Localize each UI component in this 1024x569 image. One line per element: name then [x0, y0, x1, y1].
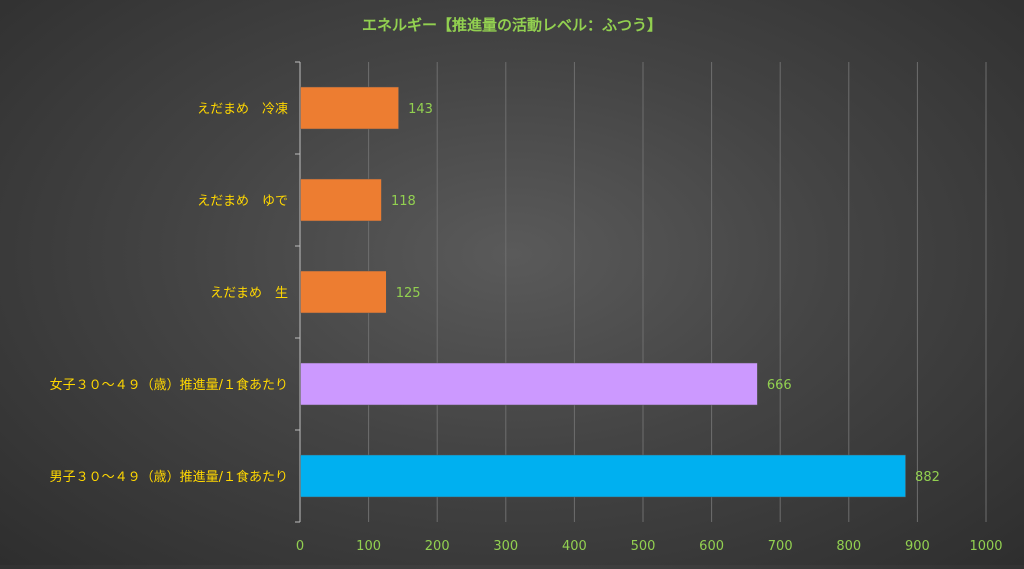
data-label: 882: [915, 470, 940, 485]
chart-title: エネルギー【推進量の活動レベル：ふつう】: [362, 16, 662, 34]
category-label: 男子３０～４９（歳）推進量/１食あたり: [50, 469, 288, 485]
gridlines: [368, 62, 987, 522]
x-tick-label: 500: [631, 539, 656, 554]
category-label: えだまめ ゆで: [197, 194, 288, 209]
bars: [300, 86, 906, 498]
x-tick-label: 100: [356, 539, 381, 554]
x-tick-label: 700: [768, 539, 793, 554]
labels: 0 100 200 300 400 500 600 700 800 900 1000 えだまめ 冷凍 1…: [50, 101, 1003, 554]
bar: [300, 178, 382, 222]
data-label: 118: [391, 194, 416, 209]
data-label: 125: [396, 286, 421, 301]
data-label: 666: [767, 378, 792, 393]
category-axis: [295, 61, 301, 523]
data-label: 143: [408, 102, 433, 117]
bar: [300, 270, 387, 314]
x-tick-label: 300: [493, 539, 518, 554]
x-tick-label: 0: [296, 539, 304, 554]
category-label: 女子３０～４９（歳）推進量/１食あたり: [50, 377, 288, 393]
x-tick-label: 600: [699, 539, 724, 554]
x-tick-label: 800: [836, 539, 861, 554]
bar: [300, 454, 906, 498]
category-label: えだまめ 生: [210, 286, 288, 301]
bar: [300, 362, 758, 406]
category-label: えだまめ 冷凍: [197, 101, 288, 117]
bar: [300, 86, 399, 130]
x-tick-label: 1000: [969, 539, 1002, 554]
x-tick-label: 200: [425, 539, 450, 554]
x-tick-label: 400: [562, 539, 587, 554]
x-tick-label: 900: [905, 539, 930, 554]
